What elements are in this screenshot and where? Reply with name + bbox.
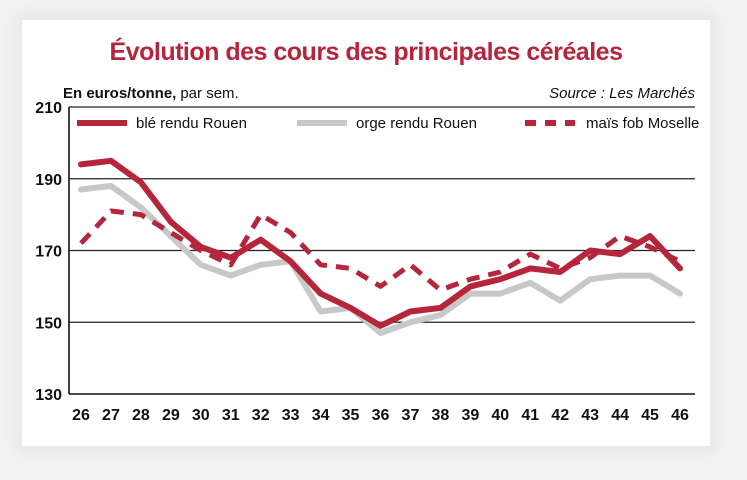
legend-label-orge-rendu-rouen: orge rendu Rouen <box>356 115 477 132</box>
x-tick-label: 29 <box>162 407 180 424</box>
x-tick-label: 38 <box>432 407 450 424</box>
x-tick-label: 35 <box>342 407 360 424</box>
source-label: Source : Les Marchés <box>549 85 695 102</box>
y-tick-label: 210 <box>35 100 62 117</box>
x-tick-label: 31 <box>222 407 240 424</box>
y-tick-label: 170 <box>35 244 62 261</box>
chart-card: Évolution des cours des principales céré… <box>22 20 710 446</box>
x-tick-label: 41 <box>521 407 539 424</box>
y-tick-label: 190 <box>35 172 62 189</box>
x-tick-label: 40 <box>491 407 509 424</box>
x-tick-label: 43 <box>581 407 599 424</box>
series <box>78 157 683 336</box>
x-tick-label: 34 <box>312 407 330 424</box>
x-tick-label: 39 <box>461 407 479 424</box>
x-tick-label: 36 <box>372 407 390 424</box>
x-tick-label: 44 <box>611 407 629 424</box>
legend-label-mais-fob-moselle: maïs fob Moselle <box>586 115 699 132</box>
y-tick-label: 150 <box>35 315 62 332</box>
x-tick-label: 26 <box>72 407 90 424</box>
legend-label-ble-rendu-rouen: blé rendu Rouen <box>136 115 247 132</box>
y-tick-label: 130 <box>35 387 62 404</box>
series-line-mais-fob-moselle <box>79 208 682 293</box>
chart: Évolution des cours des principales céré… <box>35 37 699 424</box>
x-tick-label: 32 <box>252 407 270 424</box>
x-tick-label: 28 <box>132 407 150 424</box>
series-line-ble-rendu-rouen <box>78 157 683 329</box>
x-tick-label: 45 <box>641 407 659 424</box>
x-tick-label: 46 <box>671 407 689 424</box>
legend: blé rendu Rouen orge rendu Rouen maïs fob … <box>77 115 699 132</box>
x-axis-ticks: 26 27 28 29 30 31 32 33 34 35 36 37 38 39 40 41 42 43 44 45… <box>72 407 689 424</box>
unit-label-bold: En euros/tonne, <box>63 85 176 102</box>
x-tick-label: 33 <box>282 407 300 424</box>
x-tick-label: 27 <box>102 407 120 424</box>
series-line-orge-rendu-rouen <box>78 182 683 336</box>
x-tick-label: 42 <box>551 407 569 424</box>
x-tick-label: 37 <box>402 407 420 424</box>
chart-title: Évolution des cours des principales céré… <box>110 37 623 66</box>
x-tick-label: 30 <box>192 407 210 424</box>
grid <box>68 106 695 395</box>
unit-label: En euros/tonne, par sem. <box>63 85 239 102</box>
unit-label-rest: par sem. <box>180 85 238 102</box>
y-axis-ticks: 130 150 170 190 210 <box>35 100 62 404</box>
